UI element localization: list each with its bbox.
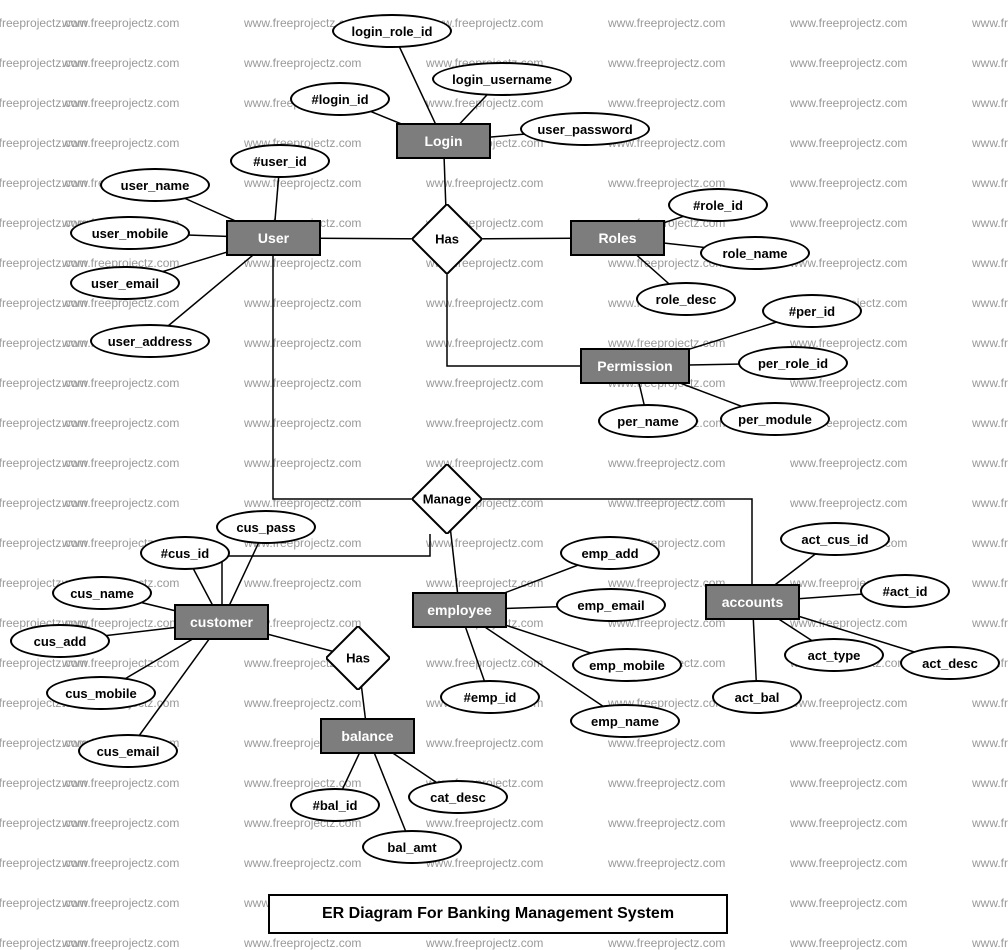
- diagram-title: ER Diagram For Banking Management System: [268, 894, 728, 934]
- attribute-login-id: #login_id: [290, 82, 390, 116]
- entity-user: User: [226, 220, 321, 256]
- attribute-cus-name: cus_name: [52, 576, 152, 610]
- attribute-act-bal: act_bal: [712, 680, 802, 714]
- attribute-emp-name: emp_name: [570, 704, 680, 738]
- attribute-login-role-id: login_role_id: [332, 14, 452, 48]
- attribute-role-name: role_name: [700, 236, 810, 270]
- entity-roles: Roles: [570, 220, 665, 256]
- attribute-user-name: user_name: [100, 168, 210, 202]
- attribute-emp-id: #emp_id: [440, 680, 540, 714]
- attribute-user-mobile: user_mobile: [70, 216, 190, 250]
- attribute-per-role-id: per_role_id: [738, 346, 848, 380]
- attribute-bal-id: #bal_id: [290, 788, 380, 822]
- attribute-per-module: per_module: [720, 402, 830, 436]
- entity-login: Login: [396, 123, 491, 159]
- attribute-user-password: user_password: [520, 112, 650, 146]
- attribute-role-id: #role_id: [668, 188, 768, 222]
- entity-balance: balance: [320, 718, 415, 754]
- attribute-cus-mobile: cus_mobile: [46, 676, 156, 710]
- attribute-emp-mobile: emp_mobile: [572, 648, 682, 682]
- attribute-cus-pass: cus_pass: [216, 510, 316, 544]
- attribute-cus-add: cus_add: [10, 624, 110, 658]
- attribute-per-name: per_name: [598, 404, 698, 438]
- attribute-cus-email: cus_email: [78, 734, 178, 768]
- relationship-has2: Has: [326, 626, 390, 690]
- attribute-role-desc: role_desc: [636, 282, 736, 316]
- attribute-emp-email: emp_email: [556, 588, 666, 622]
- attribute-act-cus-id: act_cus_id: [780, 522, 890, 556]
- attribute-login-username: login_username: [432, 62, 572, 96]
- attribute-emp-add: emp_add: [560, 536, 660, 570]
- entity-employee: employee: [412, 592, 507, 628]
- relationship-manage: Manage: [412, 464, 482, 534]
- attribute-per-id: #per_id: [762, 294, 862, 328]
- entity-customer: customer: [174, 604, 269, 640]
- diagram-title-text: ER Diagram For Banking Management System: [322, 905, 674, 923]
- attribute-act-desc: act_desc: [900, 646, 1000, 680]
- attribute-act-type: act_type: [784, 638, 884, 672]
- entity-accounts: accounts: [705, 584, 800, 620]
- attribute-cat-desc: cat_desc: [408, 780, 508, 814]
- attribute-act-id: #act_id: [860, 574, 950, 608]
- entity-permission: Permission: [580, 348, 690, 384]
- attribute-cus-id: #cus_id: [140, 536, 230, 570]
- attribute-bal-amt: bal_amt: [362, 830, 462, 864]
- attribute-user-email: user_email: [70, 266, 180, 300]
- relationship-has1: Has: [412, 204, 482, 274]
- attribute-user-address: user_address: [90, 324, 210, 358]
- attribute-user-id: #user_id: [230, 144, 330, 178]
